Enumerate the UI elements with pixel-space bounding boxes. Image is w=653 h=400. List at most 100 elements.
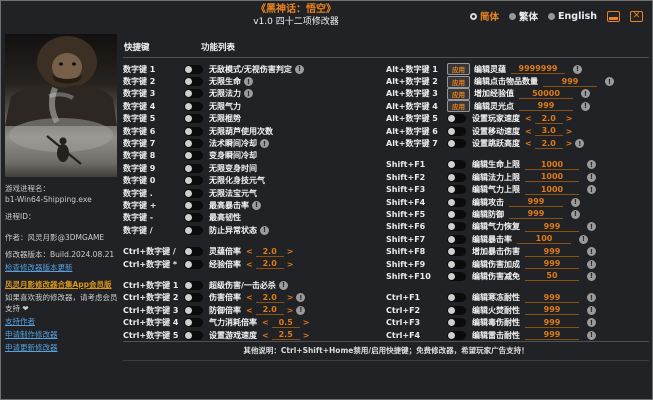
toggle-switch[interactable] [184,101,203,111]
toggle-switch[interactable] [184,176,203,186]
toggle-switch[interactable] [184,200,203,210]
toggle-switch[interactable] [184,64,203,74]
value-field[interactable]: 9999999 [511,64,565,75]
game-cover-image [5,34,117,177]
stepper-increase-icon[interactable]: > [565,126,573,136]
apply-button[interactable]: 应用 [447,75,470,88]
stepper-increase-icon[interactable]: > [565,139,573,149]
toggle-switch[interactable] [447,160,466,170]
toggle-switch[interactable] [447,293,466,303]
lang-option-1[interactable]: 繁体 [509,9,538,23]
toggle-switch[interactable] [184,280,203,290]
toggle-switch[interactable] [184,293,203,303]
stepper-value[interactable]: 2.0 [255,305,284,316]
toggle-switch[interactable] [447,222,466,232]
function-label: 变身瞬间冷却 [209,151,257,161]
toggle-switch[interactable] [184,151,203,161]
toggle-switch[interactable] [184,114,203,124]
stepper-value[interactable]: 0.5 [271,318,300,328]
apply-button[interactable]: 应用 [447,63,470,76]
stepper-value[interactable]: 2.0 [255,247,284,257]
value-field[interactable]: 999 [525,330,579,340]
close-button[interactable]: ✕ [630,10,643,22]
toggle-switch[interactable] [184,77,203,87]
stepper-decrease-icon[interactable]: < [246,305,253,315]
stepper-decrease-icon[interactable]: < [525,139,532,149]
value-field[interactable]: 999 [525,222,579,232]
stepper-increase-icon[interactable]: > [302,318,310,328]
stepper-decrease-icon[interactable]: < [525,126,532,136]
value-field[interactable]: 999 [525,259,579,270]
toggle-switch[interactable] [447,126,466,136]
stepper-value[interactable]: 3.0 [534,126,563,137]
stepper-value[interactable]: 2.0 [255,259,284,270]
value-field[interactable]: 999 [509,197,563,208]
apply-button[interactable]: 应用 [447,100,470,113]
toggle-switch[interactable] [184,213,203,223]
stepper-decrease-icon[interactable]: < [262,330,269,340]
stepper-decrease-icon[interactable]: < [246,247,253,257]
toggle-switch[interactable] [447,271,466,281]
sidebar-link-0[interactable]: 检查修改器版本更新 [5,263,73,272]
toggle-switch[interactable] [184,89,203,99]
lang-option-2[interactable]: English [548,11,597,22]
toggle-switch[interactable] [447,318,466,328]
toggle-switch[interactable] [184,247,203,257]
value-field[interactable]: 999 [525,305,579,316]
value-field[interactable]: 999 [543,77,597,87]
sidebar-link-3[interactable]: 支持作者 [5,317,35,326]
value-field[interactable]: 1000 [525,185,579,195]
apply-button[interactable]: 应用 [447,87,470,100]
minimize-button[interactable] [607,10,620,22]
stepper-increase-icon[interactable]: > [302,330,310,340]
toggle-switch[interactable] [184,188,203,198]
value-field[interactable]: 999 [525,318,579,328]
stepper-decrease-icon[interactable]: < [246,293,253,303]
value-field[interactable]: 50 [525,271,579,282]
toggle-switch[interactable] [447,139,466,149]
toggle-switch[interactable] [447,234,466,244]
stepper-value[interactable]: 2.0 [534,139,563,149]
stepper-decrease-icon[interactable]: < [525,114,532,124]
stepper-decrease-icon[interactable]: < [262,318,269,328]
lang-option-0[interactable]: 简体 [469,9,499,23]
value-field[interactable]: 999 [525,293,579,303]
value-field[interactable]: 999 [519,101,573,112]
stepper-value[interactable]: 2.5 [271,330,300,340]
value-field[interactable]: 999 [509,209,563,220]
toggle-switch[interactable] [447,209,466,219]
toggle-switch[interactable] [447,197,466,207]
stepper-increase-icon[interactable]: > [286,247,294,257]
value-field[interactable]: 1000 [525,172,579,183]
toggle-switch[interactable] [184,259,203,269]
toggle-switch[interactable] [184,330,203,340]
stepper-increase-icon[interactable]: > [565,114,573,124]
function-cell: 编辑法力上限 1000! [472,172,596,183]
toggle-switch[interactable] [184,126,203,136]
stepper-value[interactable]: 2.0 [534,114,563,124]
toggle-switch[interactable] [447,259,466,269]
value-field[interactable]: 100 [517,234,571,245]
value-field[interactable]: 1000 [525,160,579,170]
toggle-switch[interactable] [447,330,466,340]
toggle-switch[interactable] [447,114,466,124]
stepper-increase-icon[interactable]: > [286,259,294,269]
stepper-decrease-icon[interactable]: < [246,259,253,269]
toggle-switch[interactable] [184,139,203,149]
sidebar-link-1[interactable]: 风灵月影修改器合集App会员版 [5,280,112,289]
stepper-increase-icon[interactable]: > [286,293,294,303]
stepper-increase-icon[interactable]: > [286,305,294,315]
toggle-switch[interactable] [184,318,203,328]
toggle-switch[interactable] [447,247,466,257]
stepper-value[interactable]: 2.0 [255,293,284,303]
toggle-switch[interactable] [184,225,203,235]
sidebar-link-4[interactable]: 申请制作修改器 [5,330,58,339]
toggle-switch[interactable] [184,163,203,173]
value-field[interactable]: 999 [525,247,579,257]
toggle-switch[interactable] [447,172,466,182]
value-field[interactable]: 50000 [519,89,573,99]
toggle-switch[interactable] [184,305,203,315]
sidebar-link-5[interactable]: 申请更新修改器 [5,343,58,352]
toggle-switch[interactable] [447,185,466,195]
toggle-switch[interactable] [447,305,466,315]
